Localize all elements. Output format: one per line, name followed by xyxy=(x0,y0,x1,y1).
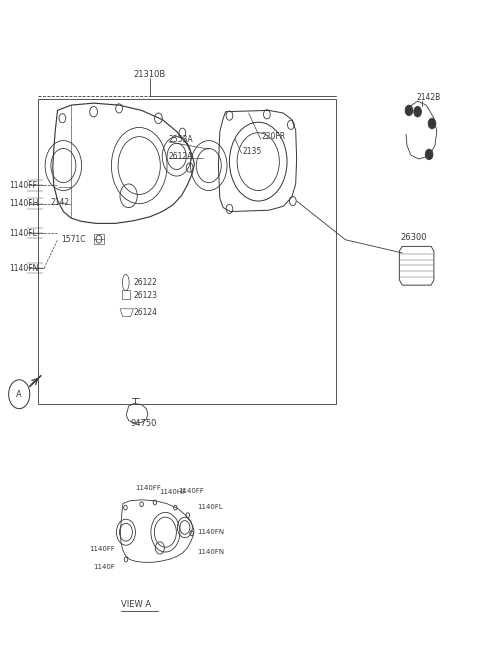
Text: 1140FN: 1140FN xyxy=(10,263,39,273)
Text: 26124: 26124 xyxy=(133,307,157,317)
Text: 2553A: 2553A xyxy=(169,135,193,144)
Text: 2612A: 2612A xyxy=(169,152,193,161)
Circle shape xyxy=(414,106,421,117)
Circle shape xyxy=(405,105,413,116)
Text: 26123: 26123 xyxy=(133,291,157,300)
Circle shape xyxy=(428,118,436,129)
Text: 94750: 94750 xyxy=(131,419,157,428)
Text: 1140FF: 1140FF xyxy=(136,485,162,491)
Text: 1140FH: 1140FH xyxy=(10,199,39,208)
Text: 1140FF: 1140FF xyxy=(89,546,115,552)
Circle shape xyxy=(425,149,433,160)
Text: 1140FF: 1140FF xyxy=(178,488,204,494)
Text: 1571C: 1571C xyxy=(61,235,86,244)
Bar xyxy=(122,290,130,299)
Text: A: A xyxy=(16,390,22,399)
Text: 26300: 26300 xyxy=(401,233,427,242)
Text: VIEW A: VIEW A xyxy=(121,600,151,609)
Bar xyxy=(38,99,336,404)
Text: 1140HF: 1140HF xyxy=(159,489,186,495)
Text: 1140FN: 1140FN xyxy=(197,549,225,555)
Text: 26122: 26122 xyxy=(133,278,157,287)
Text: 1140FN: 1140FN xyxy=(197,529,225,535)
Text: 2142B: 2142B xyxy=(417,93,441,102)
Text: 1140F: 1140F xyxy=(93,564,115,570)
Text: 2135: 2135 xyxy=(242,147,262,156)
Text: 220FR: 220FR xyxy=(262,132,286,141)
Text: 1140FF: 1140FF xyxy=(10,181,37,190)
Text: 1140FL: 1140FL xyxy=(197,505,223,510)
Text: 21310B: 21310B xyxy=(133,70,166,79)
Text: 2142: 2142 xyxy=(50,198,70,207)
Bar xyxy=(94,234,104,244)
Text: 1140FL: 1140FL xyxy=(10,229,37,238)
